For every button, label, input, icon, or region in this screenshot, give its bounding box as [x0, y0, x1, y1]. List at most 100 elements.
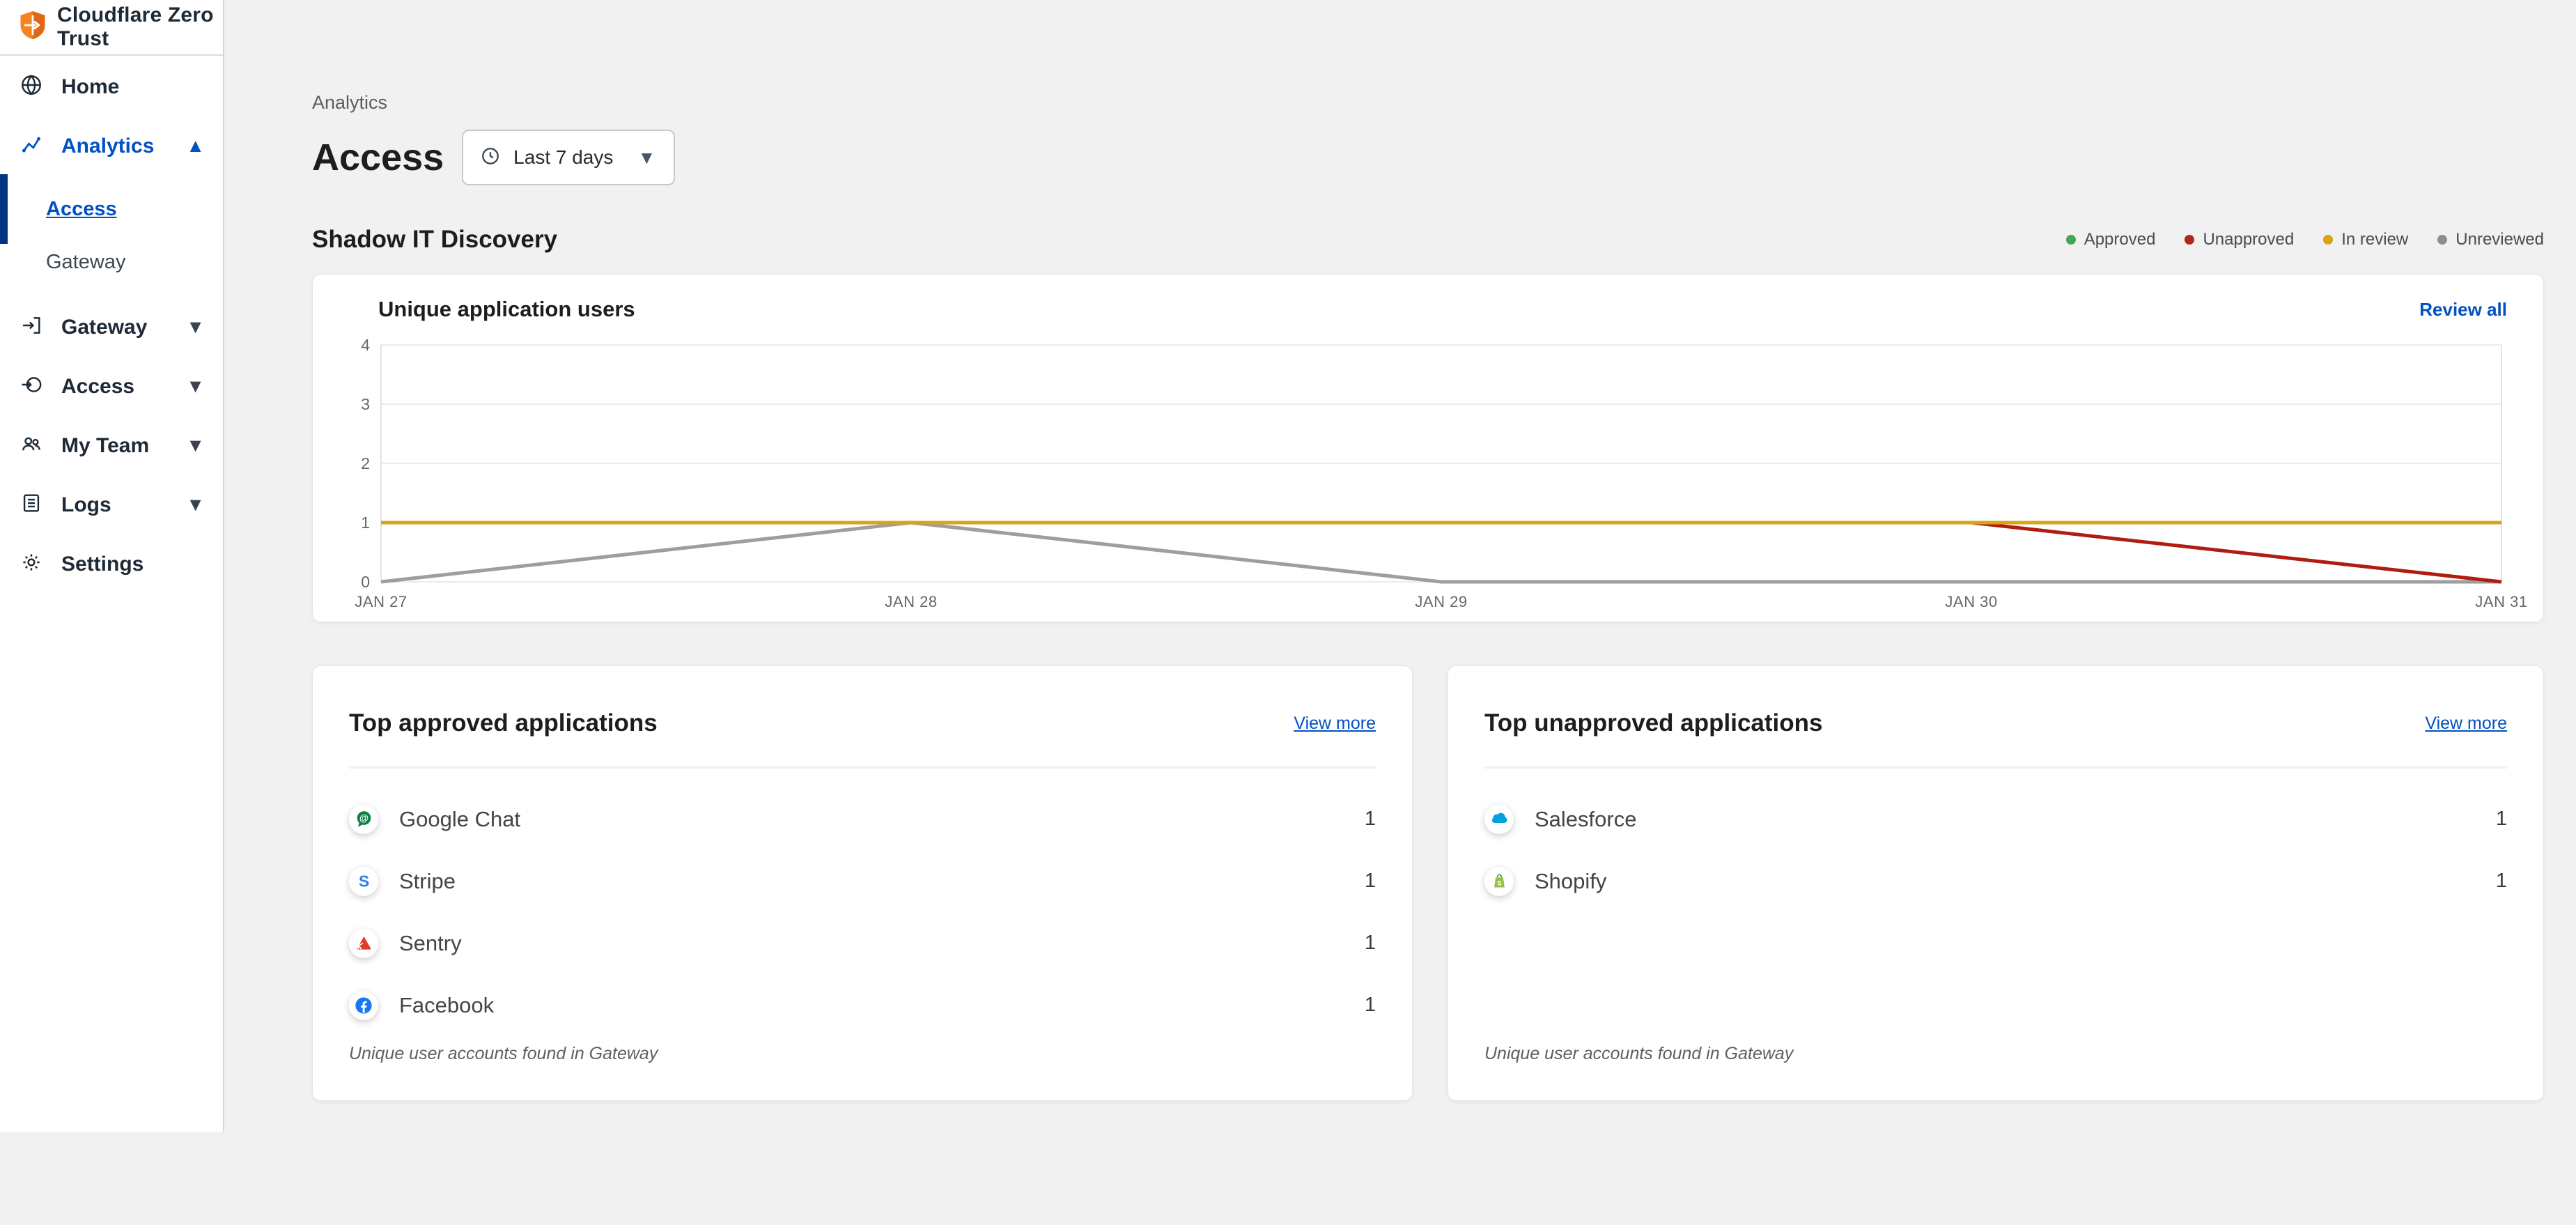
chevron-down-icon[interactable]: ▼ [186, 494, 205, 515]
svg-text:S: S [358, 872, 368, 890]
legend-item-unreviewed: Unreviewed [2437, 230, 2544, 249]
top-approved-applications-card: Top approved applications View more @ Go… [312, 665, 1413, 1101]
legend-label: In review [2341, 230, 2409, 249]
app-title: Cloudflare Zero Trust [57, 3, 214, 50]
card-footnote: Unique user accounts found in Gateway [1484, 1044, 1794, 1063]
sidebar-item-label: Home [61, 75, 120, 98]
app-row[interactable]: S Shopify 1 [1484, 850, 2507, 912]
sidebar-item-gateway[interactable]: Gateway ▼ [0, 298, 223, 357]
svg-text:JAN 30: JAN 30 [1945, 593, 1997, 610]
card-header: Top unapproved applications View more [1484, 708, 2507, 739]
chevron-down-icon[interactable]: ▼ [186, 316, 205, 337]
stripe-icon: S [358, 872, 368, 890]
breadcrumb: Analytics [312, 92, 388, 113]
app-row[interactable]: Salesforce 1 [1484, 788, 2507, 850]
chevron-up-icon[interactable]: ▲ [186, 135, 205, 156]
sidebar-subitem-access[interactable]: Access [0, 174, 223, 244]
sidebar-subitem-gateway[interactable]: Gateway [0, 236, 223, 288]
app-row[interactable]: S Stripe 1 [349, 850, 1376, 912]
legend-dot-unreviewed [2437, 235, 2448, 245]
sidebar-item-settings[interactable]: Settings [0, 534, 223, 594]
chart-legend: Approved Unapproved In review Unreviewed [2065, 230, 2544, 249]
app-row[interactable]: @ Google Chat 1 [349, 788, 1376, 850]
legend-dot-in-review [2323, 235, 2334, 245]
app-logo-badge [349, 928, 378, 958]
svg-text:3: 3 [361, 395, 370, 413]
legend-item-unapproved: Unapproved [2185, 230, 2294, 249]
card-header: Top approved applications View more [349, 708, 1376, 739]
chevron-down-icon: ▼ [637, 147, 656, 168]
divider [349, 766, 1376, 769]
sidebar-item-access[interactable]: Access ▼ [0, 357, 223, 416]
card-title: Top unapproved applications [1484, 709, 1823, 737]
svg-text:1: 1 [361, 514, 370, 532]
svg-text:JAN 29: JAN 29 [1415, 593, 1467, 610]
divider [1484, 766, 2507, 769]
svg-text:S: S [1497, 879, 1501, 887]
section-header: Shadow IT Discovery Approved Unapproved … [312, 225, 2544, 254]
app-user-count: 1 [1364, 932, 1376, 954]
main-content: Analytics Access Last 7 days ▼ Shadow IT… [224, 93, 2576, 1101]
analytics-icon [20, 132, 43, 160]
page-header: Access Last 7 days ▼ [312, 129, 2544, 186]
svg-text:2: 2 [361, 454, 370, 472]
app-name: Sentry [399, 930, 462, 955]
svg-text:JAN 31: JAN 31 [2475, 593, 2527, 610]
access-icon [20, 373, 43, 400]
app-name: Facebook [399, 992, 495, 1017]
sidebar-item-label: Gateway [61, 315, 148, 339]
review-all-link[interactable]: Review all [2419, 298, 2507, 320]
chevron-down-icon[interactable]: ▼ [186, 435, 205, 456]
facebook-icon [355, 996, 372, 1014]
card-footnote: Unique user accounts found in Gateway [349, 1044, 658, 1063]
active-indicator-bar [0, 174, 8, 244]
legend-item-approved: Approved [2065, 230, 2156, 249]
app-name: Google Chat [399, 806, 521, 831]
app-logo-badge: @ [349, 804, 378, 834]
sidebar-item-label: Logs [61, 493, 111, 516]
clock-icon [480, 146, 501, 170]
app-logo-badge [1484, 804, 1514, 834]
google-chat-icon: @ [357, 811, 371, 827]
sidebar-item-analytics[interactable]: Analytics ▲ [0, 116, 223, 176]
sidebar: Cloudflare Zero Trust Home Analytics ▲ [0, 0, 224, 1132]
svg-text:JAN 27: JAN 27 [355, 593, 407, 610]
sidebar-subitem-label: Gateway [46, 250, 126, 273]
time-range-value: Last 7 days [513, 146, 614, 168]
team-icon [20, 432, 43, 459]
app-user-count: 1 [2495, 808, 2507, 830]
app-logo-row: Cloudflare Zero Trust [0, 0, 223, 56]
time-range-dropdown[interactable]: Last 7 days ▼ [462, 130, 676, 185]
view-more-link[interactable]: View more [1294, 713, 1376, 733]
chart-card-header: Unique application users Review all [378, 297, 2507, 322]
app-user-count: 1 [1364, 994, 1376, 1016]
sidebar-item-home[interactable]: Home [0, 57, 223, 116]
sidebar-item-label: My Team [61, 433, 150, 457]
analytics-subnav: Access Gateway [0, 174, 223, 288]
legend-item-in-review: In review [2323, 230, 2408, 249]
sidebar-item-logs[interactable]: Logs ▼ [0, 475, 223, 534]
sidebar-item-my-team[interactable]: My Team ▼ [0, 416, 223, 475]
legend-label: Approved [2084, 230, 2156, 249]
view-more-link[interactable]: View more [2425, 713, 2507, 733]
gear-icon [20, 550, 43, 578]
app-name: Shopify [1535, 868, 1607, 893]
gateway-icon [20, 314, 43, 341]
page-title: Access [312, 137, 444, 178]
chevron-down-icon[interactable]: ▼ [186, 376, 205, 396]
salesforce-icon [1491, 812, 1507, 824]
unapproved-app-list: Salesforce 1 S Shopify 1 [1484, 788, 2507, 912]
legend-dot-unapproved [2185, 235, 2195, 245]
top-unapproved-applications-card: Top unapproved applications View more Sa… [1448, 665, 2544, 1101]
globe-icon [20, 73, 43, 100]
sidebar-nav: Home Analytics ▲ Access Gateway [0, 56, 223, 594]
svg-text:JAN 28: JAN 28 [885, 593, 937, 610]
app-row[interactable]: Sentry 1 [349, 912, 1376, 974]
app-logo-badge: S [349, 866, 378, 896]
app-row[interactable]: Facebook 1 [349, 974, 1376, 1036]
card-title: Top approved applications [349, 709, 658, 737]
legend-dot-approved [2065, 235, 2076, 245]
svg-text:@: @ [359, 812, 368, 823]
svg-text:0: 0 [361, 573, 370, 591]
line-chart: 0 1 2 3 4 JAN 27 JAN 28 JAN 29 JAN 30 JAN 31 [355, 336, 2527, 610]
